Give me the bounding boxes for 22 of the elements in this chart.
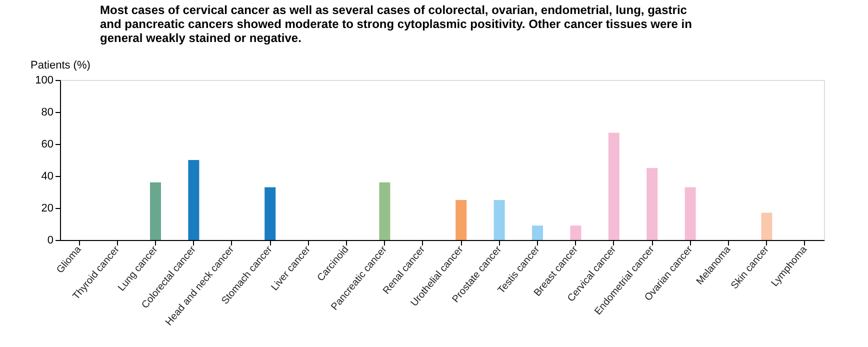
- y-tick-label: 100: [35, 74, 54, 86]
- text: Most cases of cervical cancer as well as several cases of colorectal, ovarian, endometrial, lung, gastric: [100, 3, 687, 17]
- y-tick-label: 60: [41, 138, 54, 150]
- bar: [761, 212, 772, 240]
- bar: [570, 226, 582, 240]
- bar: [494, 200, 505, 240]
- bar: [264, 187, 276, 240]
- bar: [456, 200, 467, 240]
- bar: [150, 182, 161, 240]
- bar: [532, 226, 543, 240]
- bar: [646, 168, 658, 240]
- text: general weakly stained or negative.: [100, 31, 302, 45]
- bar: [379, 182, 390, 240]
- bar: [684, 187, 696, 240]
- bar: [608, 132, 620, 240]
- y-tick-label: 0: [47, 234, 54, 246]
- y-tick-label: 40: [41, 170, 54, 182]
- bar: [188, 160, 200, 240]
- y-tick-label: 20: [41, 202, 54, 214]
- text: and pancreatic cancers showed moderate to strong cytoplasmic positivity. Other cancer tissues were in: [100, 17, 692, 31]
- y-tick-label: 80: [41, 106, 54, 118]
- y-axis-title: Patients (%): [30, 60, 90, 72]
